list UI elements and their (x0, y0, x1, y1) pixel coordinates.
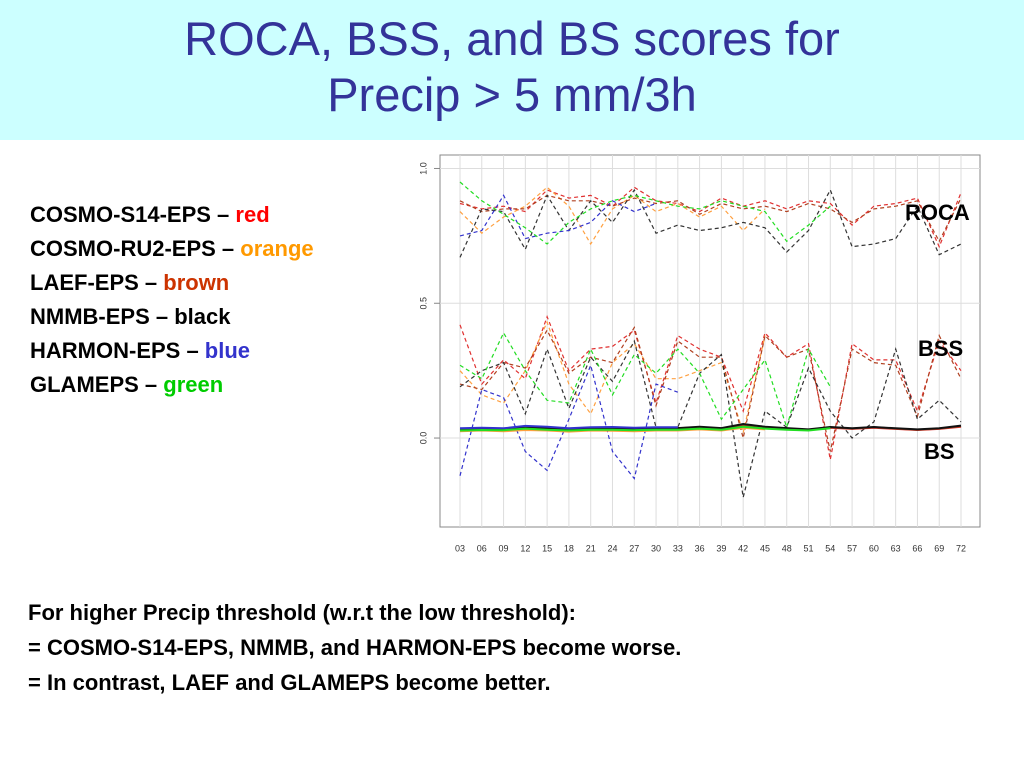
series-line (459, 315, 962, 460)
x-tick-label: 36 (695, 543, 705, 553)
x-tick-label: 60 (869, 543, 879, 553)
y-tick-label: 0.0 (418, 432, 428, 445)
title-line: Precip > 5 mm/3h (327, 68, 697, 121)
x-tick-label: 09 (499, 543, 509, 553)
legend-color-word: brown (163, 270, 230, 295)
note-line: For higher Precip threshold (w.r.t the l… (28, 600, 576, 625)
group-label: ROCA (905, 200, 970, 225)
series-line (459, 363, 679, 480)
group-label: BSS (918, 336, 964, 361)
x-tick-label: 03 (455, 543, 465, 553)
x-tick-label: 69 (934, 543, 944, 553)
x-tick-label: 42 (738, 543, 748, 553)
x-tick-label: 24 (607, 543, 617, 553)
legend-label: COSMO-RU2-EPS – (30, 236, 241, 261)
legend-label: COSMO-S14-EPS – (30, 202, 236, 227)
title-line: ROCA, BSS, and BS scores for (184, 12, 840, 65)
series-line (459, 194, 657, 240)
x-tick-label: 48 (782, 543, 792, 553)
series-line (459, 320, 766, 436)
series-line (459, 186, 766, 246)
group-label: BS (924, 439, 955, 464)
series-line (459, 339, 962, 498)
series-line (459, 425, 831, 432)
series-line (459, 186, 962, 249)
legend-entry: NMMB-EPS – black (30, 304, 231, 330)
plot-frame (439, 154, 981, 528)
legend-label: HARMON-EPS – (30, 338, 205, 363)
x-tick-label: 72 (956, 543, 966, 553)
x-tick-label: 51 (804, 543, 814, 553)
x-tick-label: 21 (586, 543, 596, 553)
legend-entry: COSMO-RU2-EPS – orange (30, 236, 314, 262)
x-tick-label: 54 (825, 543, 835, 553)
y-tick-label: 0.5 (418, 297, 428, 310)
legend-entry: HARMON-EPS – blue (30, 338, 250, 364)
x-tick-label: 12 (520, 543, 530, 553)
legend-entry: LAEF-EPS – brown (30, 270, 229, 296)
legend-label: LAEF-EPS – (30, 270, 164, 295)
x-tick-label: 45 (760, 543, 770, 553)
legend-color-word: green (163, 372, 224, 397)
x-tick-label: 06 (477, 543, 487, 553)
x-tick-label: 63 (891, 543, 901, 553)
x-tick-label: 33 (673, 543, 683, 553)
x-tick-label: 57 (847, 543, 857, 553)
series-line (459, 331, 831, 430)
x-tick-label: 18 (564, 543, 574, 553)
x-tick-label: 15 (542, 543, 552, 553)
y-tick-label: 1.0 (418, 162, 428, 175)
title-band: ROCA, BSS, and BS scores for Precip > 5 … (0, 0, 1024, 140)
legend-label: GLAMEPS – (30, 372, 164, 397)
x-tick-label: 30 (651, 543, 661, 553)
legend-color-word: orange (240, 236, 314, 261)
x-tick-label: 27 (629, 543, 639, 553)
x-tick-label: 66 (912, 543, 922, 553)
note-line: = In contrast, LAEF and GLAMEPS become b… (28, 670, 551, 695)
series-line (459, 326, 962, 452)
legend-entry: GLAMEPS – green (30, 372, 223, 398)
series-line (459, 181, 831, 245)
legend-entry: COSMO-S14-EPS – red (30, 202, 270, 228)
chart: 03 06 09 12 15 18 21 24 27 30 33 36 39 42 45 48 51 54 57 60… (410, 148, 990, 558)
series-line (459, 424, 678, 430)
legend-color-word: red (235, 202, 270, 227)
x-tick-label: 39 (716, 543, 726, 553)
series-line (459, 188, 962, 258)
legend-label: NMMB-EPS – black (30, 304, 231, 329)
note-line: = COSMO-S14-EPS, NMMB, and HARMON-EPS be… (28, 635, 682, 660)
series-line (459, 422, 962, 431)
legend-color-word: blue (204, 338, 251, 363)
